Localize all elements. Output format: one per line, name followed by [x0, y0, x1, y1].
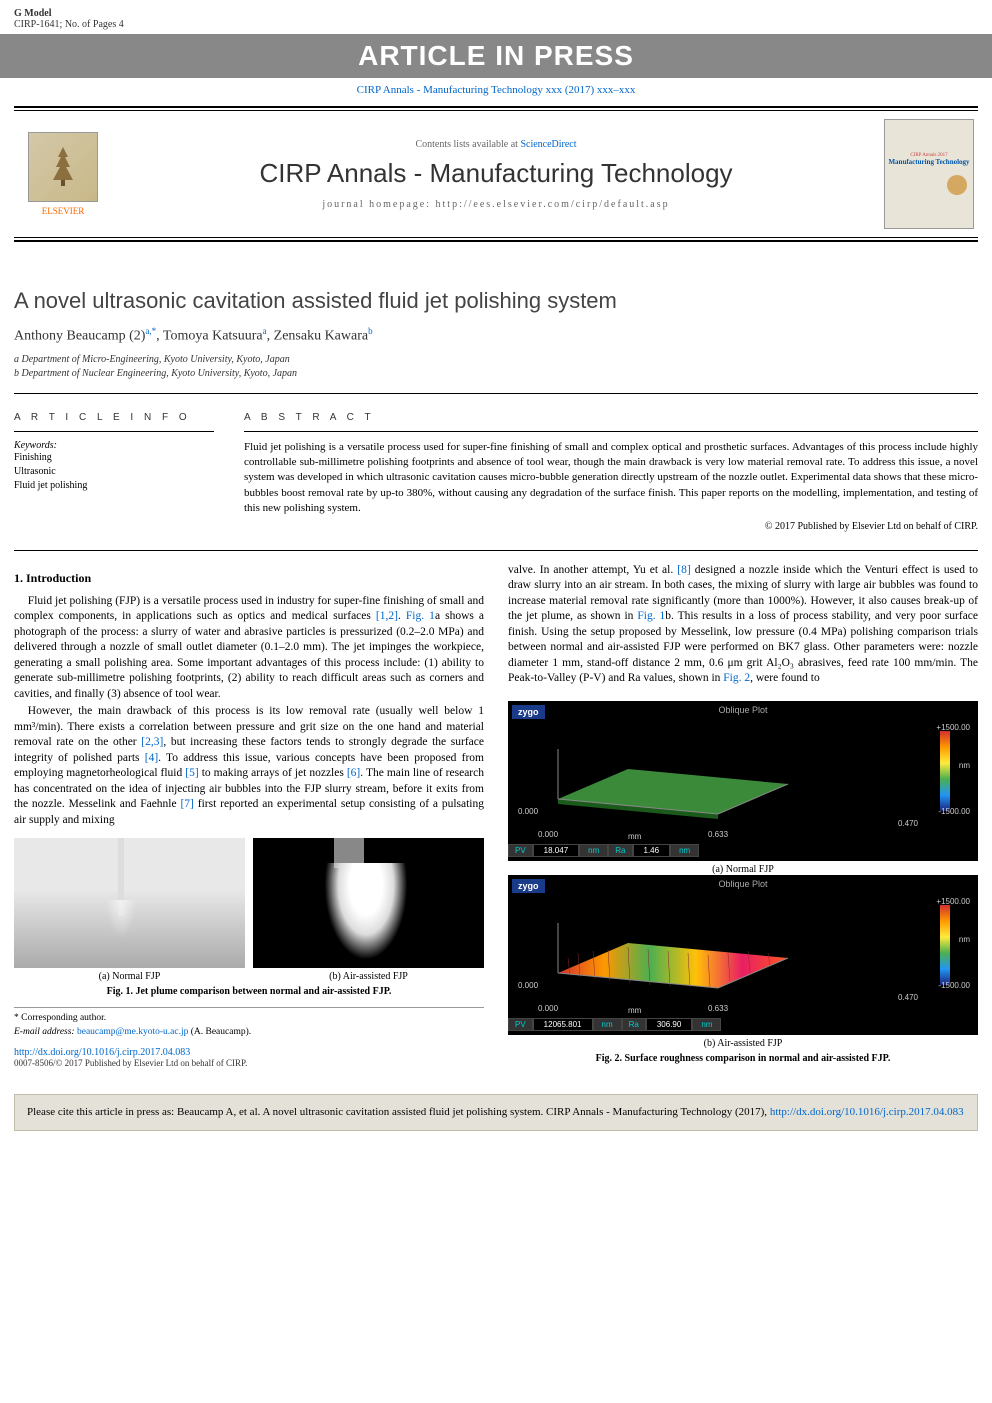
issn-copyright: 0007-8506/© 2017 Published by Elsevier L…	[14, 1058, 484, 1068]
body-two-column: 1. Introduction Fluid jet polishing (FJP…	[14, 563, 978, 1072]
right-column: valve. In another attempt, Yu et al. [8]…	[508, 563, 978, 1072]
journal-header-box: ELSEVIER Contents lists available at Sci…	[14, 106, 978, 242]
ref-link-8[interactable]: [8]	[677, 564, 690, 576]
figure-1b-label: (b) Air-assisted FJP	[253, 971, 484, 982]
journal-homepage: journal homepage: http://ees.elsevier.co…	[108, 199, 884, 210]
article-info-column: A R T I C L E I N F O Keywords: Finishin…	[14, 412, 214, 532]
abstract-heading: A B S T R A C T	[244, 412, 978, 423]
ref-link-1-2[interactable]: [1,2]	[376, 610, 398, 622]
affiliations: a Department of Micro-Engineering, Kyoto…	[14, 353, 978, 381]
surface-3d-a	[538, 729, 818, 829]
elsevier-logo: ELSEVIER	[18, 132, 108, 216]
journal-citation: CIRP Annals - Manufacturing Technology x…	[0, 78, 992, 102]
sciencedirect-link[interactable]: ScienceDirect	[520, 139, 576, 150]
figure-1-caption: Fig. 1. Jet plume comparison between nor…	[14, 986, 484, 997]
oblique-plot-label: Oblique Plot	[718, 705, 767, 715]
zygo-badge: zygo	[512, 705, 545, 719]
keywords-label: Keywords:	[14, 440, 214, 451]
figure-2a-plot: zygo Oblique Plot +1500.00 nm -1500.00 0…	[508, 701, 978, 861]
colorbar-a	[940, 731, 950, 811]
article-id: CIRP-1641; No. of Pages 4	[14, 19, 978, 30]
doi-link[interactable]: http://dx.doi.org/10.1016/j.cirp.2017.04…	[14, 1047, 484, 1058]
paragraph-2: However, the main drawback of this proce…	[14, 704, 484, 828]
figure-1a-label: (a) Normal FJP	[14, 971, 245, 982]
divider	[14, 550, 978, 551]
citation-box: Please cite this article in press as: Be…	[14, 1094, 978, 1131]
ref-link-4[interactable]: [4]	[145, 752, 158, 764]
figure-2b-label: (b) Air-assisted FJP	[508, 1038, 978, 1049]
elsevier-text: ELSEVIER	[42, 206, 85, 216]
footnotes: * Corresponding author. E-mail address: …	[14, 1007, 484, 1039]
cirp-badge-icon	[947, 175, 967, 195]
affiliation-b: b Department of Nuclear Engineering, Kyo…	[14, 367, 978, 381]
figure-2b-plot: zygo Oblique Plot	[508, 875, 978, 1035]
affiliation-a: a Department of Micro-Engineering, Kyoto…	[14, 353, 978, 367]
header-meta: G Model CIRP-1641; No. of Pages 4	[0, 0, 992, 34]
corresponding-author: * Corresponding author.	[14, 1012, 484, 1025]
abstract-text: Fluid jet polishing is a versatile proce…	[244, 440, 978, 517]
g-model-label: G Model	[14, 8, 978, 19]
figure-1a: (a) Normal FJP	[14, 838, 245, 982]
journal-center-block: Contents lists available at ScienceDirec…	[108, 139, 884, 210]
keywords-list: Finishing Ultrasonic Fluid jet polishing	[14, 451, 214, 493]
copyright-line: © 2017 Published by Elsevier Ltd on beha…	[244, 521, 978, 532]
article-in-press-banner: ARTICLE IN PRESS	[0, 34, 992, 78]
ref-link-6[interactable]: [6]	[347, 767, 360, 779]
figure-1a-image	[14, 838, 245, 968]
authors-line: Anthony Beaucamp (2)a,*, Tomoya Katsuura…	[14, 326, 978, 345]
figure-2a-label: (a) Normal FJP	[508, 864, 978, 875]
colorbar-b	[940, 905, 950, 985]
section-1-heading: 1. Introduction	[14, 571, 484, 586]
ref-link-7[interactable]: [7]	[180, 798, 193, 810]
ref-link-2-3[interactable]: [2,3]	[141, 736, 163, 748]
figure-2-caption: Fig. 2. Surface roughness comparison in …	[508, 1053, 978, 1064]
fig1b-ref-link[interactable]: Fig. 1	[637, 610, 665, 622]
article-info-heading: A R T I C L E I N F O	[14, 412, 214, 423]
ref-link-5[interactable]: [5]	[185, 767, 198, 779]
paragraph-3: valve. In another attempt, Yu et al. [8]…	[508, 563, 978, 687]
figure-1: (a) Normal FJP (b) Air-assisted FJP	[14, 838, 484, 982]
abstract-column: A B S T R A C T Fluid jet polishing is a…	[244, 412, 978, 532]
elsevier-tree-icon	[28, 132, 98, 202]
zygo-badge: zygo	[512, 879, 545, 893]
figure-1b-image	[253, 838, 484, 968]
figure-1b: (b) Air-assisted FJP	[253, 838, 484, 982]
contents-lists-line: Contents lists available at ScienceDirec…	[108, 139, 884, 150]
email-link[interactable]: beaucamp@me.kyoto-u.ac.jp	[77, 1027, 188, 1037]
paragraph-1: Fluid jet polishing (FJP) is a versatile…	[14, 594, 484, 703]
oblique-plot-label: Oblique Plot	[718, 879, 767, 889]
stats-row-b: PV 12065.801 nm Ra 306.90 nm	[508, 1018, 978, 1032]
stats-row-a: PV 18.047 nm Ra 1.46 nm	[508, 844, 978, 858]
article-title: A novel ultrasonic cavitation assisted f…	[14, 288, 978, 314]
info-abstract-row: A R T I C L E I N F O Keywords: Finishin…	[14, 402, 978, 542]
left-column: 1. Introduction Fluid jet polishing (FJP…	[14, 563, 484, 1072]
journal-name: CIRP Annals - Manufacturing Technology	[108, 158, 884, 189]
cite-doi-link[interactable]: http://dx.doi.org/10.1016/j.cirp.2017.04…	[770, 1106, 964, 1118]
surface-3d-b	[538, 903, 818, 1003]
journal-cover-thumb: CIRP Annals 2017 Manufacturing Technolog…	[884, 119, 974, 229]
divider	[14, 393, 978, 394]
email-line: E-mail address: beaucamp@me.kyoto-u.ac.j…	[14, 1026, 484, 1039]
fig1-ref-link[interactable]: Fig. 1	[406, 610, 435, 622]
fig2-ref-link[interactable]: Fig. 2	[723, 672, 750, 684]
